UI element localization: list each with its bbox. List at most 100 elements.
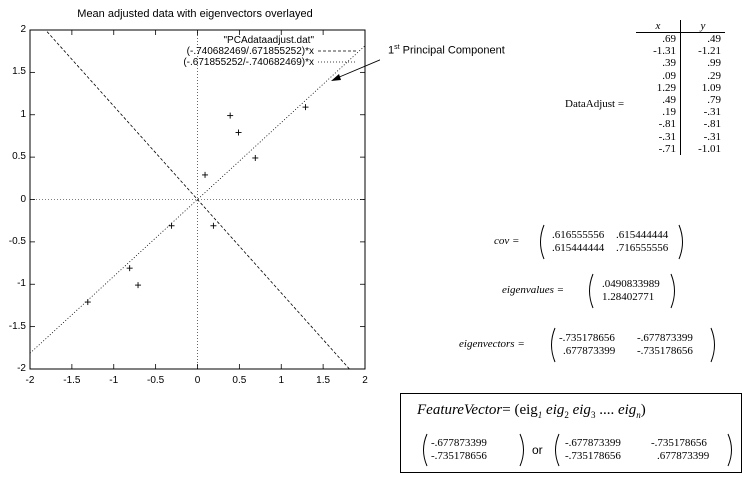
- cell-y: -.81: [680, 118, 725, 131]
- option1-cell: -.735178656: [431, 450, 487, 462]
- eigenvalue-cell: .0490833989: [602, 278, 660, 290]
- eigenvectors-label: eigenvectors =: [459, 338, 525, 350]
- cov-cell: .615444444: [616, 229, 669, 241]
- y-tick-label: 1.5: [12, 66, 26, 78]
- data-adjust-label: DataAdjust =: [565, 98, 625, 110]
- cell-x: -1.31: [653, 45, 676, 58]
- cov-brackets: [540, 224, 683, 260]
- data-point: [210, 222, 217, 229]
- cov-cell: .716555556: [616, 242, 669, 254]
- table-row: .19 -.31: [636, 106, 725, 119]
- cell-y: -.31: [680, 106, 725, 119]
- data-points: [84, 104, 309, 306]
- x-tick-label: -1.5: [63, 375, 81, 386]
- x-tick-label: 1.5: [316, 375, 331, 386]
- legend-entry-dotted: (-.671855252/-.740682469)*x: [183, 57, 314, 68]
- table-row: .69 .49: [636, 32, 725, 46]
- option2-cell: -.677873399: [565, 437, 621, 449]
- column-header-y: y: [680, 20, 725, 33]
- data-point: [235, 129, 242, 136]
- zero-axes: [30, 30, 365, 369]
- option1-cell: -.677873399: [431, 437, 487, 449]
- y-tick-label: -1: [17, 278, 26, 290]
- table-row: 1.29 1.09: [636, 81, 725, 94]
- option2-cell: -.735178656: [651, 437, 707, 449]
- x-tick-label: 2: [362, 375, 368, 386]
- data-point: [202, 171, 209, 178]
- tick-marks: [29, 29, 366, 370]
- eigenvectors-brackets: [551, 327, 715, 363]
- table-row: -1.31 -1.21: [636, 45, 725, 58]
- y-tick-label: -2: [17, 363, 26, 374]
- eigenvector-line-dashed: [45, 29, 350, 370]
- eigenvector-cell: -.677873399: [637, 332, 693, 344]
- data-point: [126, 265, 133, 272]
- or-label: or: [532, 443, 543, 457]
- cov-cell: .615444444: [552, 242, 605, 254]
- eigenvalues-label: eigenvalues =: [502, 284, 565, 296]
- cell-x: -.31: [658, 130, 676, 143]
- option2-cell: -.735178656: [565, 450, 621, 462]
- cov-label: cov =: [494, 235, 520, 247]
- data-point: [168, 222, 175, 229]
- y-tick-label: 2: [20, 24, 26, 35]
- legend-samples: [318, 50, 356, 63]
- x-tick-label: 1: [278, 375, 285, 386]
- legend: "PCAdataadjust.dat" (-.740682469/.671855…: [158, 35, 314, 68]
- table-row: -.31 -.31: [636, 130, 725, 143]
- cell-y: .99: [680, 57, 725, 70]
- data-point: [84, 299, 91, 306]
- chart-title: Mean adjusted data with eigenvectors ove…: [77, 8, 313, 20]
- eigenvalues-block: eigenvalues = .0490833989 1.28402771: [502, 271, 692, 311]
- data-point: [252, 154, 259, 161]
- eigenvalues-brackets: [589, 273, 675, 309]
- data-point: [227, 112, 234, 119]
- eigenvector-cell: -.735178656: [637, 345, 693, 357]
- eigenvalue-cell: 1.28402771: [602, 291, 655, 303]
- cell-y: -1.21: [680, 45, 725, 58]
- feature-vector-formula: FeatureVector= (eig1 eig2 eig3 .... eign…: [417, 402, 646, 420]
- feature-vector-box: FeatureVector= (eig1 eig2 eig3 .... eign…: [400, 393, 742, 473]
- x-tick-label: -0.5: [147, 375, 165, 386]
- cell-x: .49: [662, 94, 676, 107]
- cell-y: -1.01: [680, 142, 725, 155]
- eigenvectors-block: eigenvectors = -.735178656 -.677873399 .…: [459, 325, 729, 365]
- data-point: [302, 104, 309, 111]
- table-row: .49 .79: [636, 93, 725, 107]
- option2-cell: .677873399: [657, 450, 710, 462]
- table-row: .39 .99: [636, 57, 725, 70]
- x-tick-label: 0: [194, 375, 201, 386]
- y-tick-label: 1: [20, 108, 26, 120]
- y-tick-label: 0.5: [12, 151, 26, 163]
- table-row: -.71 -1.01: [636, 142, 725, 155]
- cell-y: -.31: [680, 130, 725, 143]
- table-row: -.81 -.81: [636, 118, 725, 131]
- cell-y: .79: [680, 93, 725, 107]
- x-tick-label: -1: [109, 375, 119, 386]
- legend-entry-data: "PCAdataadjust.dat": [223, 35, 315, 46]
- cell-x: .09: [662, 69, 676, 82]
- cell-x: .69: [662, 33, 676, 46]
- cell-y: .49: [680, 32, 725, 46]
- data-adjust-table: x y .69 .49 -1.31 -1.21 .39 .99 .09 .29 1.29 1.09…: [636, 20, 725, 155]
- eigenvector-cell: -.735178656: [559, 332, 615, 344]
- legend-entry-dashed: (-.740682469/.671855252)*x: [186, 46, 314, 57]
- x-tick-label: -2: [25, 375, 35, 386]
- x-tick-label: 0.5: [232, 375, 247, 386]
- cell-y: .29: [680, 69, 725, 82]
- cell-y: 1.09: [680, 81, 725, 94]
- cell-x: .39: [662, 57, 676, 70]
- option2-brackets: [555, 433, 732, 467]
- cell-x: -.81: [658, 118, 676, 131]
- y-tick-label: -0.5: [8, 235, 26, 247]
- cell-x: 1.29: [656, 81, 676, 94]
- cov-matrix-block: cov = .616555556 .615444444 .615444444 .…: [494, 222, 694, 262]
- cell-x: .19: [662, 106, 676, 119]
- eigenvector-cell: .677873399: [563, 345, 616, 357]
- y-tick-label: -1.5: [8, 320, 26, 332]
- annotation-arrow: [331, 59, 380, 81]
- table-row: .09 .29: [636, 69, 725, 82]
- cell-x: -.71: [658, 142, 676, 155]
- principal-component-annotation: 1st Principal Component: [388, 44, 505, 57]
- data-point: [135, 282, 142, 289]
